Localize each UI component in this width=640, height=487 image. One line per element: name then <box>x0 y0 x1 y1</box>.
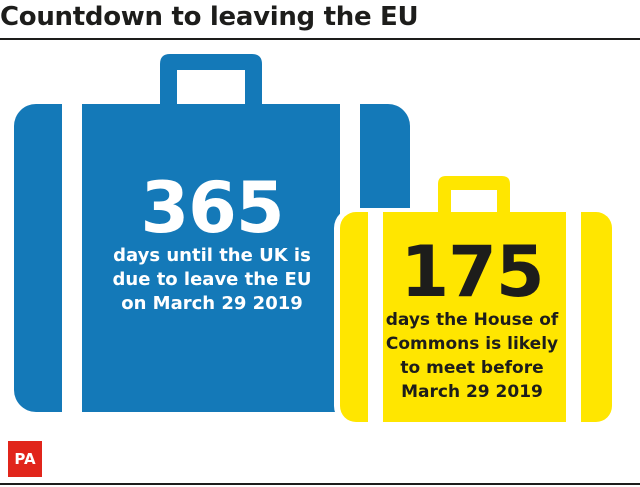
yellow-suitcase-handle <box>438 176 510 214</box>
blue-caption-line-2: due to leave the EU <box>112 269 312 290</box>
blue-suitcase-text: 365 days until the UK is due to leave th… <box>82 172 342 316</box>
yellow-suitcase-text: 175 days the House of Commons is likely … <box>372 236 572 404</box>
commons-sitting-days-number: 175 <box>400 231 544 313</box>
page-title: Countdown to leaving the EU <box>0 2 419 32</box>
yellow-suitcase-body <box>340 212 612 422</box>
yellow-suitcase-stripe-right <box>566 212 581 422</box>
yellow-caption-line-3: to meet before <box>400 358 544 378</box>
yellow-suitcase-stripe-left <box>368 212 383 422</box>
blue-suitcase-body <box>14 104 410 412</box>
yellow-caption-line-1: days the House of <box>385 310 559 330</box>
pa-logo: PA <box>8 441 42 477</box>
yellow-caption-line-4: March 29 2019 <box>401 382 543 402</box>
yellow-suitcase <box>334 176 616 426</box>
blue-suitcase-handle <box>160 54 262 112</box>
blue-caption-line-1: days until the UK is <box>113 245 311 266</box>
days-until-leave-number: 365 <box>140 167 284 249</box>
title-rule <box>0 38 640 40</box>
blue-suitcase-stripe-left <box>62 104 82 412</box>
blue-caption-line-3: on March 29 2019 <box>121 293 303 314</box>
footer-rule <box>0 483 640 485</box>
yellow-caption-line-2: Commons is likely <box>385 334 559 354</box>
